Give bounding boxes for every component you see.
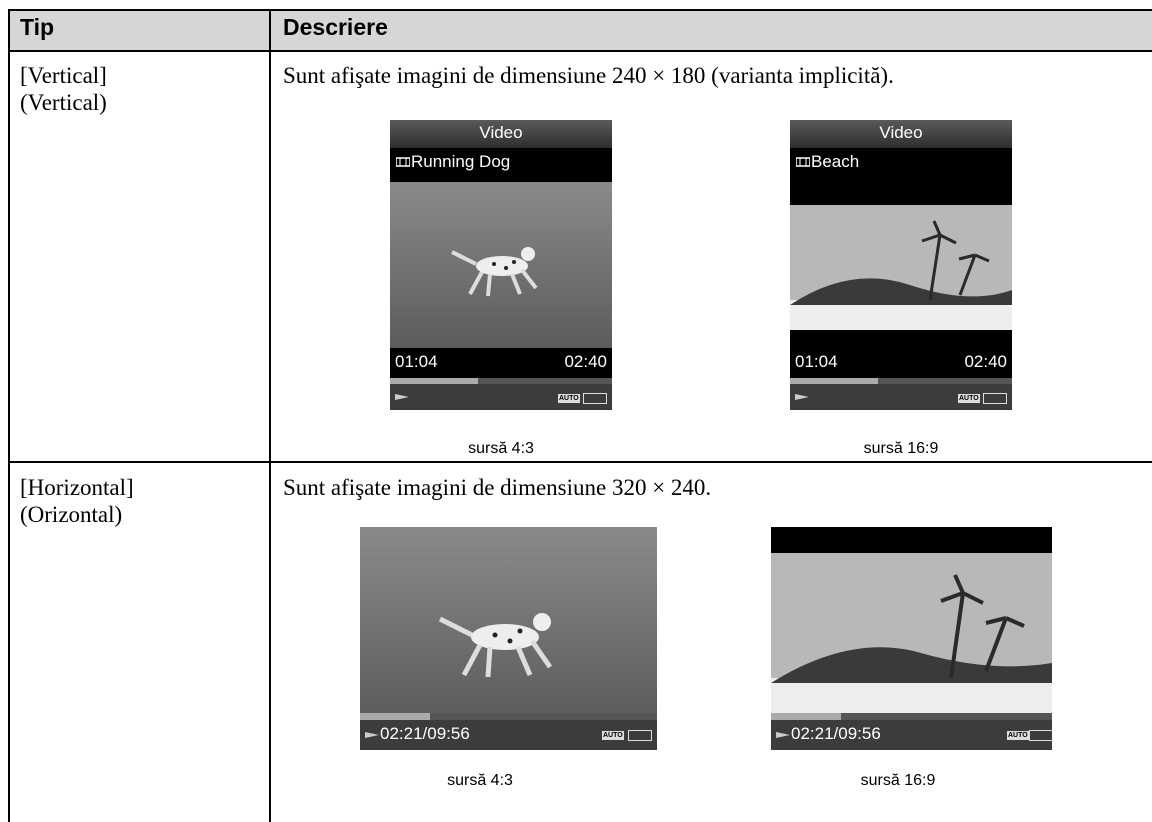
- type-label: (Orizontal): [20, 502, 123, 527]
- auto-badge: AUTO: [958, 394, 980, 403]
- progress: [790, 378, 878, 384]
- border: [8, 461, 1152, 463]
- auto-badge: AUTO: [602, 731, 624, 740]
- play-icon: [365, 732, 379, 738]
- device-screen: Video Beach 01:04 02:40 AUTO: [790, 120, 1012, 410]
- header-cell: Tip: [20, 14, 55, 40]
- description: Sunt afişate imagini de dimensiune 240 ×…: [283, 63, 894, 88]
- battery-icon: [1029, 730, 1052, 741]
- device-screen: Video Running Dog 01:04 02:40 AUTO: [390, 120, 612, 410]
- file-name: Beach: [811, 152, 860, 171]
- auto-badge: AUTO: [1007, 731, 1029, 740]
- border: [269, 9, 271, 822]
- border: [8, 9, 10, 822]
- progress: [771, 713, 841, 720]
- video-icon: [796, 157, 810, 167]
- play-icon: [776, 732, 790, 738]
- video-frame: [771, 553, 1052, 713]
- screen-title: Video: [479, 123, 523, 142]
- video-frame: [390, 182, 612, 348]
- battery-icon: [628, 730, 652, 741]
- progress: [360, 713, 430, 720]
- type-label: [Vertical]: [20, 63, 107, 88]
- time: 02:21/09:56: [380, 724, 470, 743]
- auto-badge: AUTO: [558, 394, 580, 403]
- play-icon: [395, 394, 409, 400]
- file-name: Running Dog: [411, 152, 511, 171]
- device-screen: 02:21/09:56 AUTO: [360, 527, 657, 750]
- header-cell: Descriere: [283, 14, 388, 40]
- elapsed-time: 01:04: [395, 352, 438, 371]
- border: [8, 9, 1152, 11]
- caption: sursă 16:9: [863, 440, 939, 457]
- screen-title: Video: [879, 123, 923, 142]
- caption: sursă 4:3: [468, 440, 534, 457]
- battery-icon: [583, 393, 607, 404]
- type-label: (Vertical): [20, 90, 107, 115]
- time: 02:21/09:56: [791, 724, 881, 743]
- caption: sursă 16:9: [860, 772, 936, 789]
- caption: sursă 4:3: [447, 772, 513, 789]
- type-label: [Horizontal]: [20, 475, 134, 500]
- video-icon: [396, 157, 410, 167]
- header-row: [8, 10, 1152, 50]
- elapsed-time: 01:04: [795, 352, 838, 371]
- device-screen: 02:21/09:56 AUTO: [771, 527, 1052, 750]
- description: Sunt afişate imagini de dimensiune 320 ×…: [283, 475, 712, 500]
- video-frame: [790, 205, 1012, 330]
- border: [8, 50, 1152, 52]
- total-time: 02:40: [964, 352, 1007, 371]
- video-frame: [360, 527, 657, 717]
- battery-icon: [983, 393, 1007, 404]
- total-time: 02:40: [564, 352, 607, 371]
- play-icon: [795, 394, 809, 400]
- progress: [390, 378, 478, 384]
